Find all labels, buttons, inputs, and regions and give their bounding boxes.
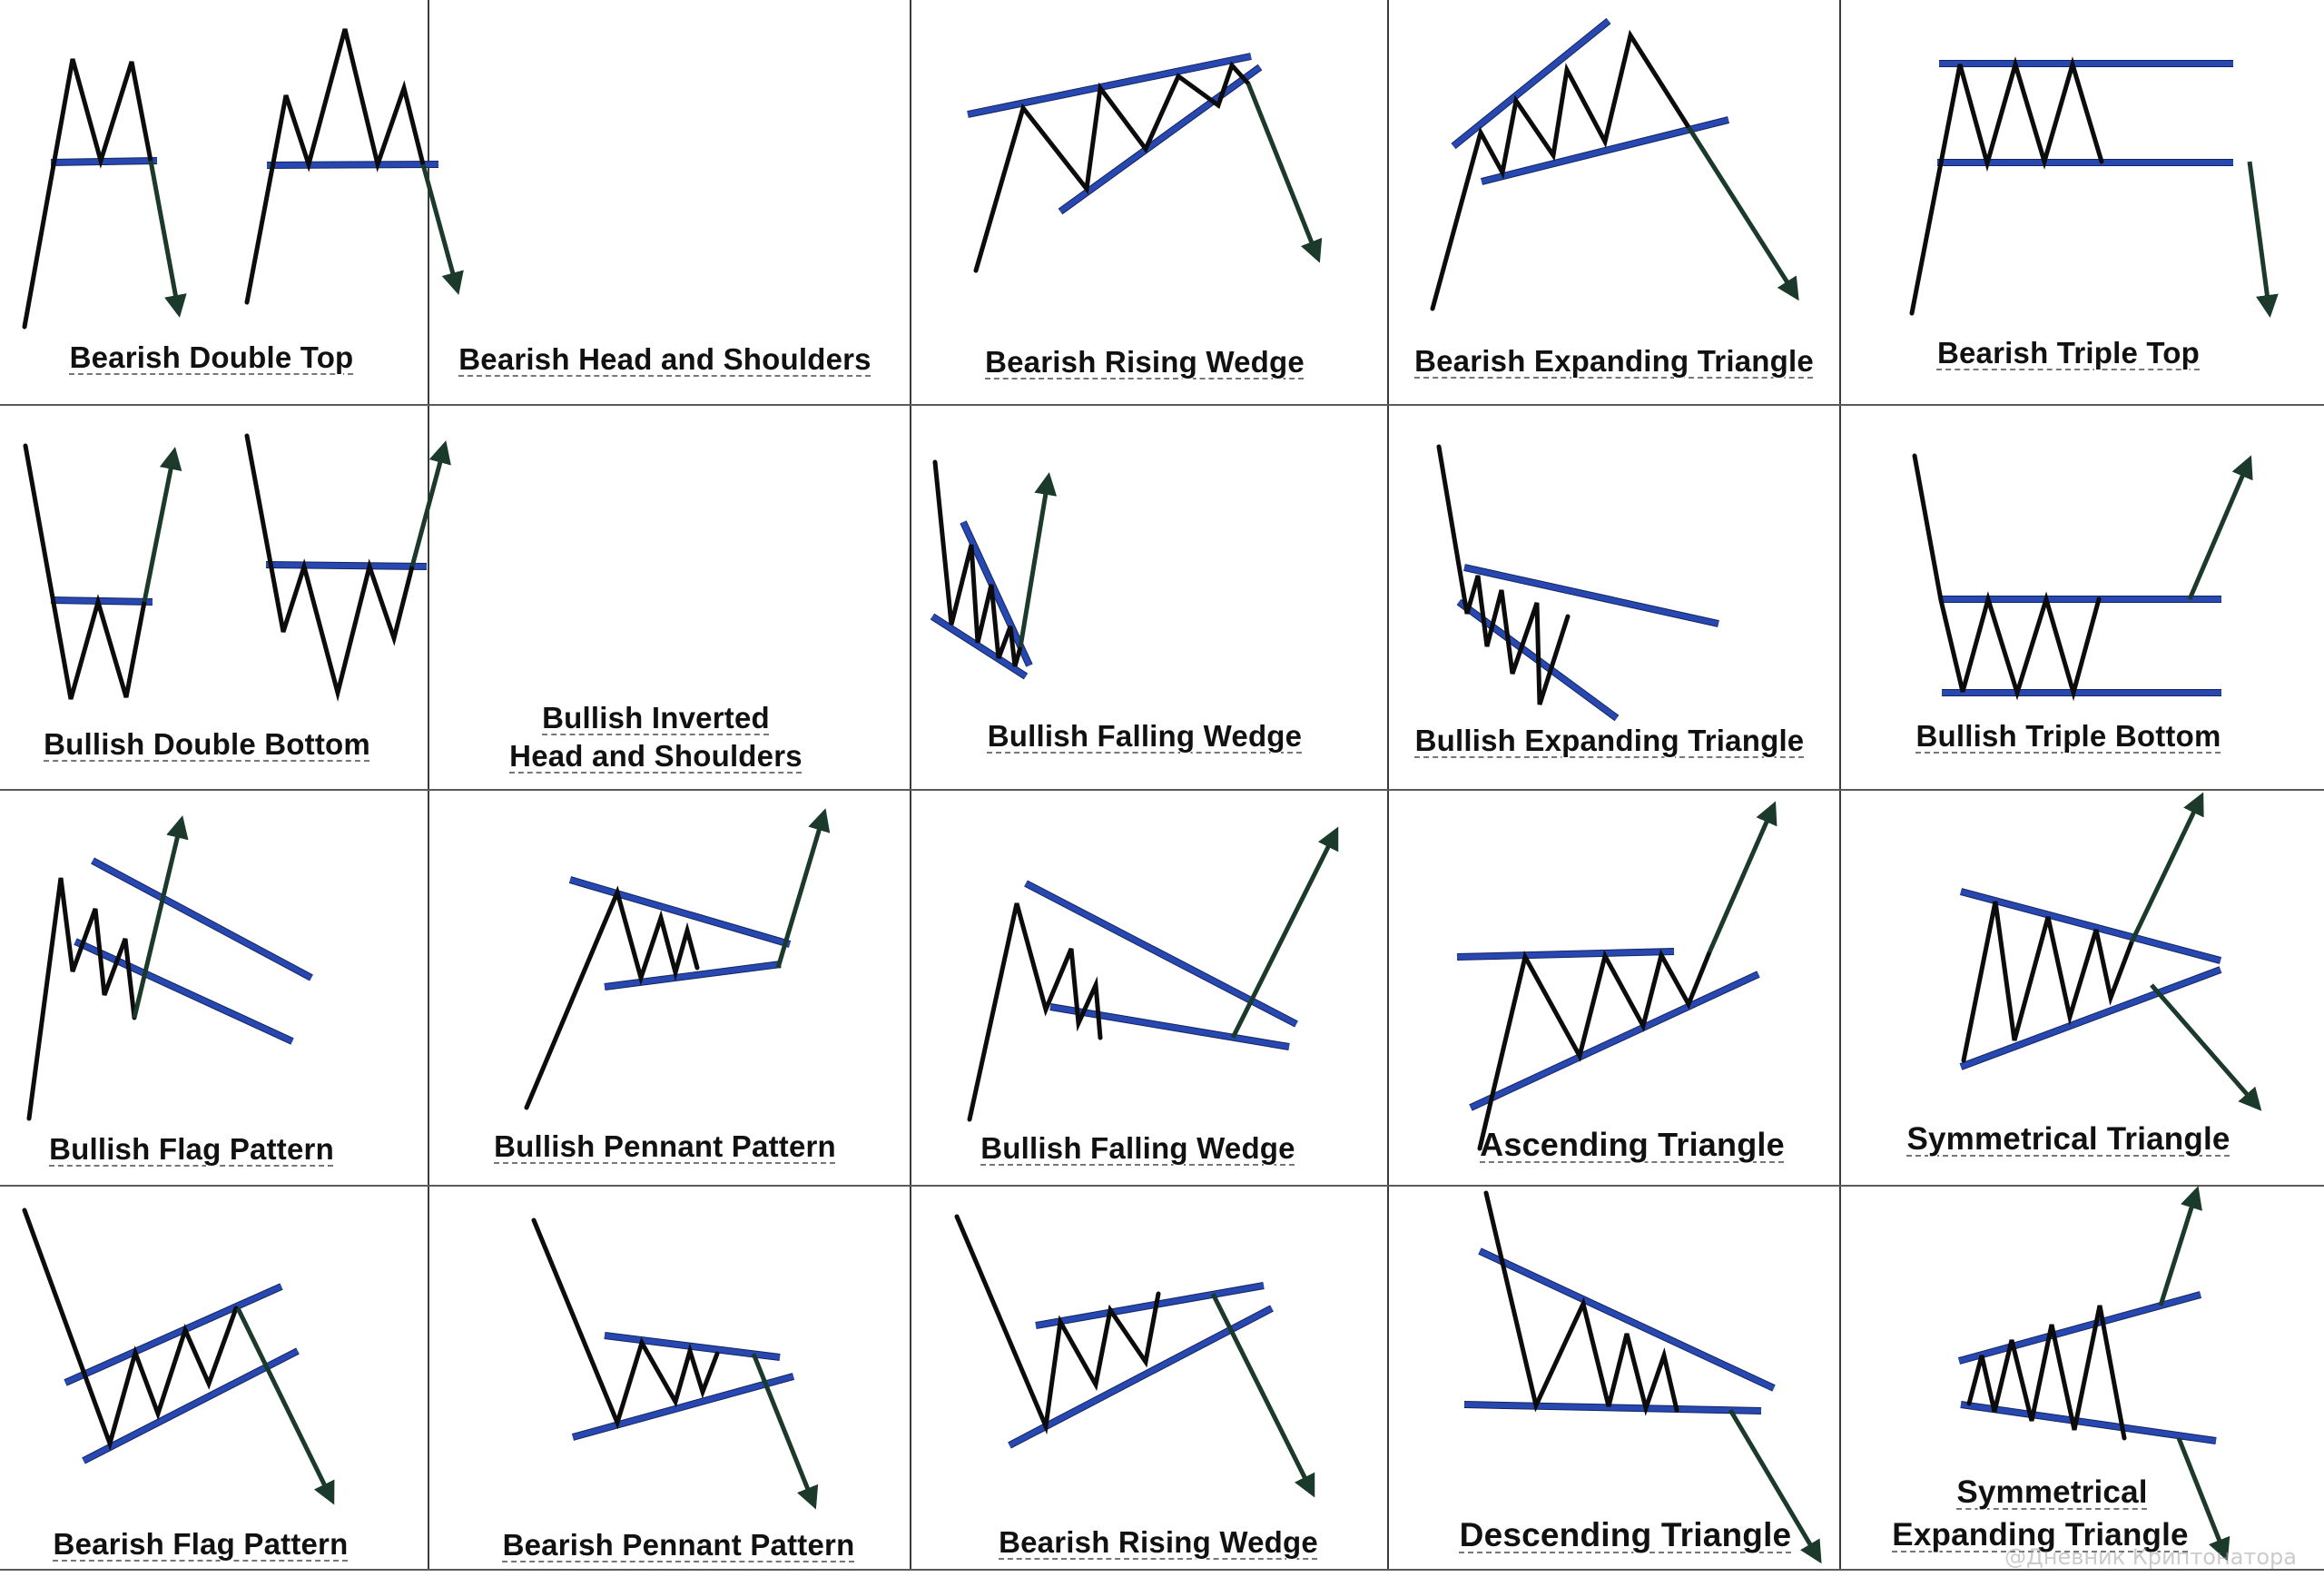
pattern-label: Bullish Inverted [542,701,770,734]
pattern-bullish-falling-wedge-2 [967,826,1339,1122]
pattern-label: Bearish Flag Pattern [53,1527,349,1561]
pattern-bearish-head-and-shoulders [244,28,464,305]
pattern-bullish-expanding-triangle [1436,444,1719,722]
pattern-label: Bearish Pennant Pattern [502,1528,855,1562]
pattern-label: Bearish Expanding Triangle [1414,344,1814,378]
pattern-cell: Bearish Triple Top [1840,0,2324,405]
pattern-bullish-falling-wedge [930,459,1058,680]
pattern-cell: Bullish Expanding Triangle [1388,405,1840,790]
pattern-label: Bearish Double Top [69,340,354,374]
pattern-label: Bullish Falling Wedge [980,1131,1295,1165]
pattern-cell: Bullish Flag Pattern [0,790,428,1186]
pattern-cell: Bearish Pennant Pattern [428,1186,911,1570]
pattern-cell: Bearish Expanding Triangle [1388,0,1840,405]
pattern-bearish-flag [22,1207,335,1505]
grid-divider-horizontal [0,789,2324,791]
pattern-bearish-triple-top [1909,56,2279,318]
pattern-label: Bullish Falling Wedge [987,719,1303,753]
pattern-bearish-pennant [531,1217,819,1510]
pattern-descending-triangle [1463,1190,1822,1564]
grid-divider-vertical [1839,0,1841,1570]
pattern-label: Bullish Pennant Pattern [494,1129,836,1163]
pattern-cell: Symmetrical Triangle [1840,790,2324,1186]
pattern-label: Bullish Triple Bottom [1915,719,2221,753]
pattern-label: Bullish Expanding Triangle [1414,724,1805,757]
pattern-cell: Descending Triangle [1388,1186,1840,1570]
pattern-bearish-rising-wedge [967,53,1323,273]
grid-divider-horizontal [0,1185,2324,1187]
pattern-bearish-rising-wedge-2 [954,1214,1315,1498]
pattern-label: Ascending Triangle [1480,1126,1785,1163]
pattern-bullish-double-bottom [23,443,182,700]
pattern-bullish-triple-bottom [1912,453,2253,702]
grid-divider-vertical [1387,0,1389,1570]
grid-divider-vertical [910,0,911,1570]
pattern-label: Bearish Rising Wedge [985,345,1305,379]
pattern-label: Symmetrical [1956,1474,2148,1510]
pattern-label: Bearish Triple Top [1936,336,2201,370]
pattern-cell: Bullish Double Bottom [0,405,428,790]
pattern-bullish-pennant [524,808,831,1110]
grid-divider-horizontal [0,404,2324,406]
pattern-label: Symmetrical Triangle [1906,1121,2230,1157]
pattern-cell: Bearish Head and Shoulders [428,0,911,405]
pattern-cell: Bearish Flag Pattern [0,1186,428,1570]
pattern-label: Bullish Flag Pattern [49,1132,334,1166]
pattern-cell: Bullish Falling Wedge [911,790,1388,1186]
pattern-cell: Bullish Inverted Head and Shoulders [428,405,911,790]
grid-divider-vertical [428,0,429,1570]
pattern-ascending-triangle [1456,801,1777,1151]
pattern-label: Bullish Double Bottom [44,727,370,761]
pattern-cell: Ascending Triangle [1388,790,1840,1186]
pattern-label: Bearish Rising Wedge [999,1525,1318,1559]
pattern-cell: Bearish Rising Wedge [911,1186,1388,1570]
grid-divider-horizontal [0,1569,2324,1571]
pattern-bearish-double-top [22,58,187,330]
pattern-cell: Bullish Pennant Pattern [428,790,911,1186]
watermark: @Дневник Криптонатора [2004,1544,2297,1570]
pattern-bullish-flag [26,815,313,1121]
pattern-cell: Bearish Rising Wedge [911,0,1388,405]
pattern-cell: Bullish Triple Bottom [1840,405,2324,790]
pattern-cell: Bullish Falling Wedge [911,405,1388,790]
pattern-bullish-inverted-head-and-shoulders [244,433,451,702]
pattern-cell: Bearish Double Top [0,0,428,405]
pattern-label-line2: Head and Shoulders [509,739,803,773]
pattern-label-line2: Expanding Triangle [1892,1517,2189,1552]
pattern-bearish-expanding-triangle [1430,17,1799,311]
pattern-cell: Symmetrical Expanding Triangle [1840,1186,2324,1570]
pattern-label: Bearish Head and Shoulders [458,342,872,376]
pattern-symmetrical-triangle [1959,792,2262,1111]
pattern-label: Descending Triangle [1459,1516,1792,1553]
pattern-symmetrical-expanding-triangle [1957,1186,2230,1562]
